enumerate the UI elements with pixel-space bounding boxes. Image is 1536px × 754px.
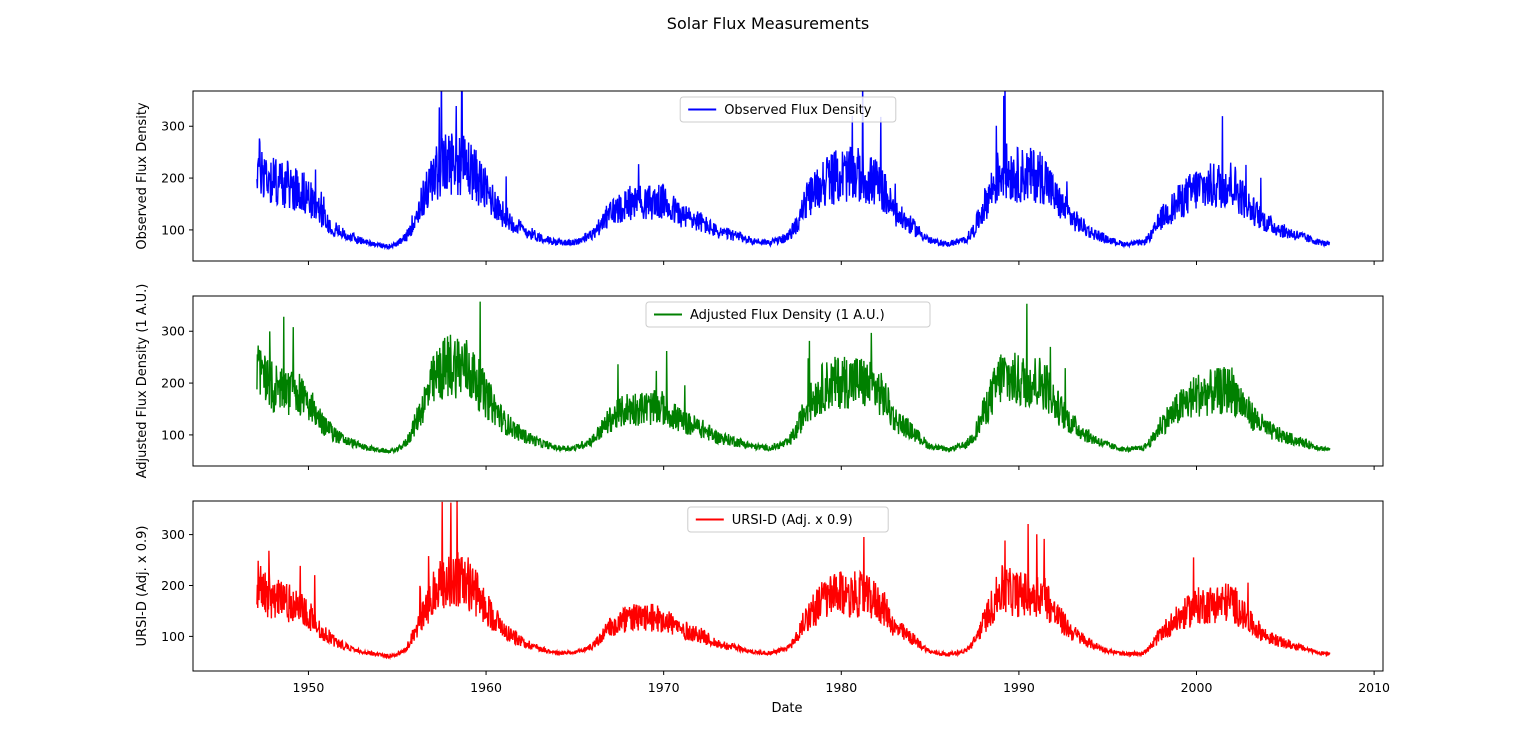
panel-2: 100 200 300 Adjusted Flux Density (1 A.U.) A…	[135, 284, 1384, 479]
axes-frame	[192, 295, 1384, 467]
series-line	[256, 301, 1331, 455]
x-tick-label: 1950	[293, 680, 325, 695]
series-line	[256, 91, 1331, 251]
panel-1: 100 200 300 Observed Flux Density Observed F…	[135, 90, 1384, 265]
y-axis-label: Observed Flux Density	[135, 102, 150, 250]
legend-box	[645, 301, 931, 328]
chart-title: Solar Flux Measurements	[667, 14, 869, 33]
y-tick-label: 200	[161, 171, 185, 186]
y-tick-label: 200	[161, 376, 185, 391]
x-tick-label: 1990	[1003, 680, 1035, 695]
legend-label: URSI-D (Adj. x 0.9)	[732, 513, 853, 528]
legend: URSI-D (Adj. x 0.9)	[687, 506, 889, 533]
axes-frame	[192, 500, 1384, 672]
y-tick-label: 100	[161, 427, 185, 442]
legend: Observed Flux Density	[679, 96, 897, 123]
y-tick-label: 100	[161, 222, 185, 237]
y-tick-label: 300	[161, 527, 185, 542]
legend-box	[687, 506, 889, 533]
y-axis-label: URSI-D (Adj. x 0.9)	[135, 526, 150, 647]
legend-box	[679, 96, 897, 123]
y-axis-label: Adjusted Flux Density (1 A.U.)	[135, 284, 150, 479]
y-tick-label: 300	[161, 324, 185, 339]
legend: Adjusted Flux Density (1 A.U.)	[645, 301, 931, 328]
legend-label: Observed Flux Density	[724, 103, 872, 118]
x-tick-label: 1970	[648, 680, 680, 695]
x-tick-label: 1960	[470, 680, 502, 695]
series-line	[256, 501, 1331, 661]
y-tick-label: 200	[161, 578, 185, 593]
axes-frame	[192, 90, 1384, 262]
panel-3: 100 200 300 1950 1960 1970 1980 1990 2000 2010 URS…	[135, 500, 1390, 695]
x-tick-label: 2010	[1358, 680, 1390, 695]
x-axis-label: Date	[771, 701, 802, 716]
y-tick-label: 100	[161, 629, 185, 644]
y-tick-label: 300	[161, 119, 185, 134]
x-tick-label: 2000	[1181, 680, 1213, 695]
legend-label: Adjusted Flux Density (1 A.U.)	[690, 308, 885, 323]
x-tick-label: 1980	[825, 680, 857, 695]
panels: 100 200 300 Observed Flux Density Observed F…	[135, 90, 1390, 695]
